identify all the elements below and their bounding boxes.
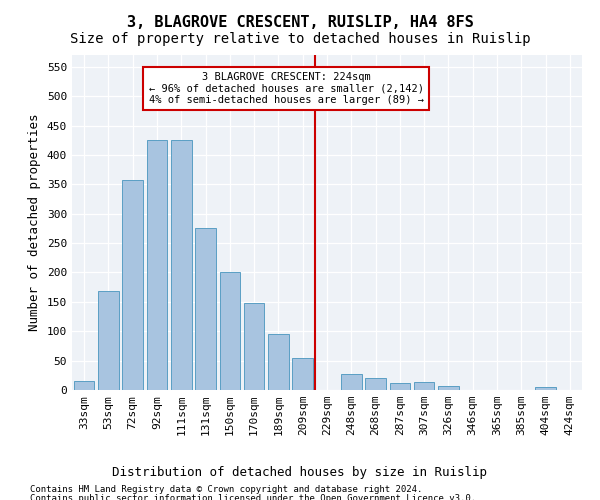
Bar <box>74 381 94 390</box>
Bar <box>171 140 191 390</box>
Bar <box>98 292 119 390</box>
Bar <box>195 228 216 390</box>
Text: 3 BLAGROVE CRESCENT: 224sqm
← 96% of detached houses are smaller (2,142)
4% of s: 3 BLAGROVE CRESCENT: 224sqm ← 96% of det… <box>149 72 424 105</box>
Bar <box>292 358 313 390</box>
Bar <box>220 272 240 390</box>
Text: Distribution of detached houses by size in Ruislip: Distribution of detached houses by size … <box>113 466 487 479</box>
Bar <box>414 382 434 390</box>
Text: 3, BLAGROVE CRESCENT, RUISLIP, HA4 8FS: 3, BLAGROVE CRESCENT, RUISLIP, HA4 8FS <box>127 15 473 30</box>
Text: Size of property relative to detached houses in Ruislip: Size of property relative to detached ho… <box>70 32 530 46</box>
Bar <box>438 386 459 390</box>
Bar <box>341 374 362 390</box>
Bar <box>122 180 143 390</box>
Bar <box>146 140 167 390</box>
Bar <box>365 378 386 390</box>
Text: Contains public sector information licensed under the Open Government Licence v3: Contains public sector information licen… <box>30 494 476 500</box>
Bar <box>244 303 265 390</box>
Bar <box>389 383 410 390</box>
Bar <box>268 334 289 390</box>
Y-axis label: Number of detached properties: Number of detached properties <box>28 114 41 331</box>
Text: Contains HM Land Registry data © Crown copyright and database right 2024.: Contains HM Land Registry data © Crown c… <box>30 485 422 494</box>
Bar <box>535 387 556 390</box>
